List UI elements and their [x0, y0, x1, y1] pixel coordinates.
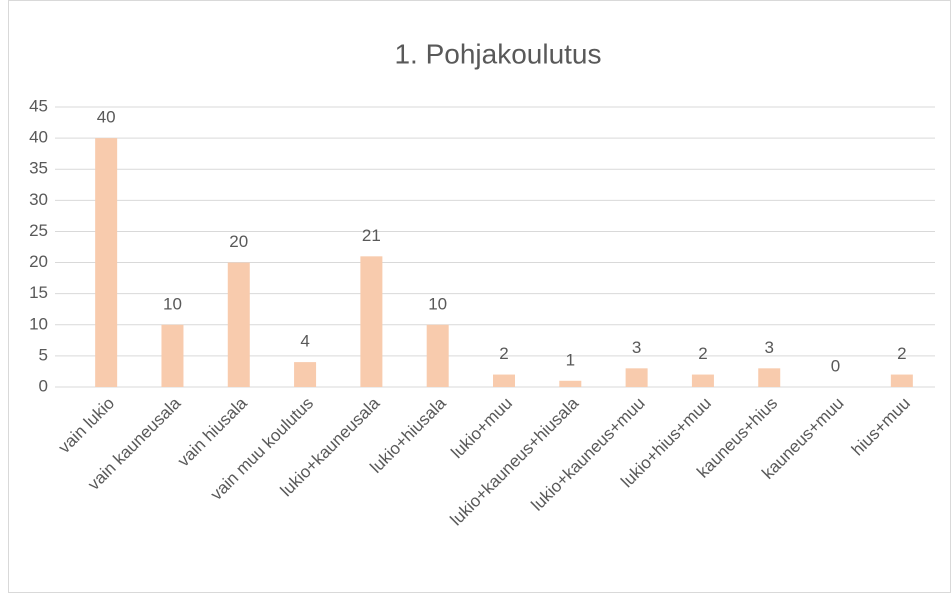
- bar: [691, 374, 714, 387]
- y-tick-label: 0: [39, 376, 48, 395]
- data-label: 10: [428, 294, 447, 313]
- y-tick-label: 40: [29, 128, 48, 147]
- bar: [758, 368, 781, 387]
- bar: [294, 362, 317, 387]
- y-tick-label: 15: [29, 283, 48, 302]
- data-label: 2: [897, 344, 906, 363]
- data-label: 3: [764, 338, 773, 357]
- y-tick-label: 5: [39, 345, 48, 364]
- bar: [625, 368, 648, 387]
- bar: [493, 374, 515, 387]
- y-tick-label: 20: [29, 252, 48, 271]
- data-label: 20: [229, 232, 248, 251]
- bar: [360, 256, 383, 387]
- data-label: 4: [300, 332, 309, 351]
- data-label: 2: [499, 344, 508, 363]
- data-label: 3: [632, 338, 641, 357]
- y-tick-label: 30: [29, 190, 48, 209]
- chart-title: 1. Pohjakoulutus: [394, 38, 601, 69]
- bar: [95, 138, 118, 387]
- y-tick-label: 45: [29, 96, 48, 115]
- bar: [227, 262, 250, 387]
- data-label: 40: [97, 108, 116, 127]
- y-tick-label: 35: [29, 159, 48, 178]
- data-label: 10: [163, 294, 182, 313]
- chart-frame: [8, 0, 951, 593]
- bar: [890, 374, 913, 387]
- bar: [559, 380, 582, 387]
- y-tick-label: 25: [29, 221, 48, 240]
- data-label: 1: [566, 350, 575, 369]
- data-label: 2: [698, 344, 707, 363]
- y-tick-label: 10: [29, 314, 48, 333]
- bar: [426, 324, 449, 387]
- data-label: 21: [362, 226, 381, 245]
- bar: [161, 324, 184, 387]
- data-label: 0: [831, 356, 840, 375]
